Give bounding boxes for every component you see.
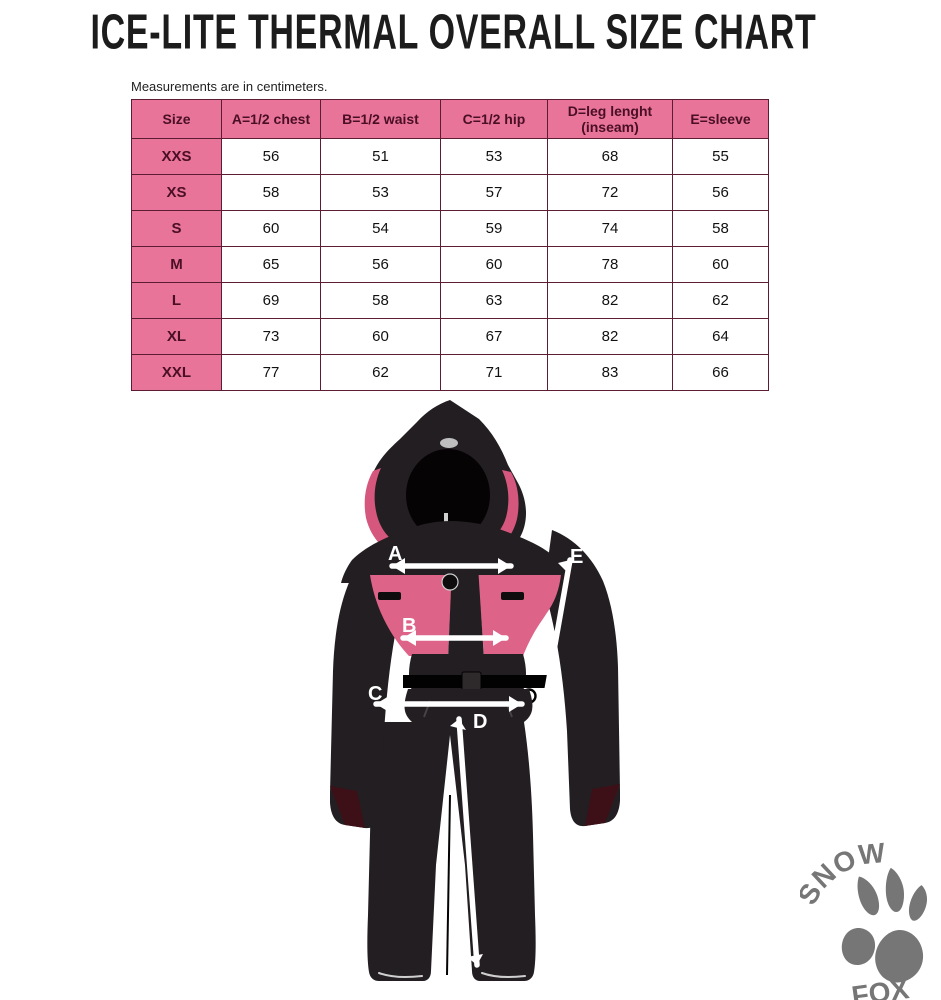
svg-text:B: B bbox=[402, 615, 416, 637]
svg-text:A: A bbox=[388, 543, 402, 565]
svg-text:FOX: FOX bbox=[850, 973, 912, 1000]
svg-text:C: C bbox=[368, 683, 382, 705]
svg-text:D: D bbox=[473, 711, 487, 733]
svg-text:E: E bbox=[570, 546, 583, 568]
